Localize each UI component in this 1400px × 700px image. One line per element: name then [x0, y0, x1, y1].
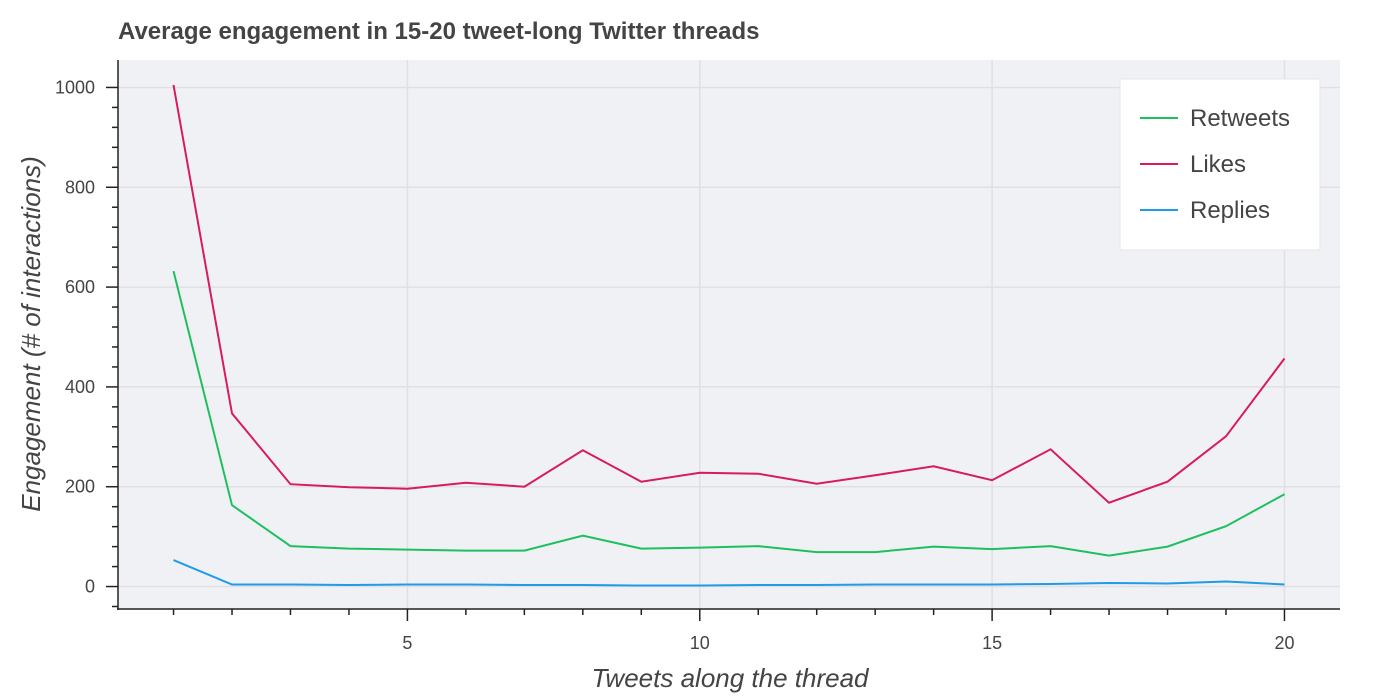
legend-label: Likes [1190, 151, 1246, 178]
y-tick-label: 0 [85, 577, 95, 597]
legend: Retweets Likes Replies [1119, 78, 1321, 251]
y-tick-label: 800 [65, 177, 95, 197]
chart-title: Average engagement in 15-20 tweet-long T… [118, 18, 760, 45]
legend-label: Replies [1190, 197, 1270, 224]
y-tick-label: 200 [65, 477, 95, 497]
series-line-replies [173, 559, 1285, 587]
series-lines [172, 84, 1286, 587]
x-tick-label: 15 [982, 633, 1002, 653]
series-line-retweets [172, 270, 1285, 557]
legend-label: Retweets [1190, 105, 1290, 132]
x-tick-label: 20 [1274, 633, 1294, 653]
y-tick-label: 1000 [55, 77, 95, 97]
x-tick-label: 10 [690, 633, 710, 653]
y-tick-label: 600 [65, 277, 95, 297]
x-tick-label: 5 [402, 633, 412, 653]
series-line-likes [172, 84, 1286, 504]
y-axis-title: Engagement (# of interactions) [16, 156, 46, 512]
y-tick-label: 400 [65, 377, 95, 397]
x-axis-title: Tweets along the thread [591, 663, 870, 693]
